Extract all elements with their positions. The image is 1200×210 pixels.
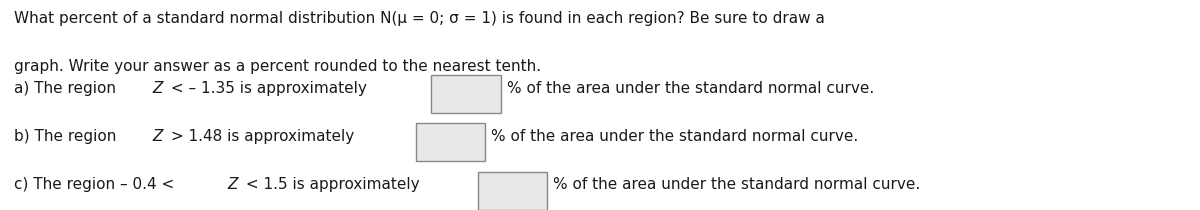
FancyBboxPatch shape [415, 123, 485, 161]
FancyBboxPatch shape [478, 172, 547, 210]
Text: a) The region: a) The region [14, 81, 121, 96]
Text: % of the area under the standard normal curve.: % of the area under the standard normal … [553, 177, 920, 192]
Text: What percent of a standard normal distribution N(μ = 0; σ = 1) is found in each : What percent of a standard normal distri… [14, 10, 826, 25]
Text: Z: Z [152, 129, 163, 144]
Text: b) The region: b) The region [14, 129, 121, 144]
Text: % of the area under the standard normal curve.: % of the area under the standard normal … [491, 129, 858, 144]
Text: Z: Z [152, 81, 163, 96]
Text: < – 1.35 is approximately: < – 1.35 is approximately [166, 81, 372, 96]
Text: c) The region – 0.4 <: c) The region – 0.4 < [14, 177, 180, 192]
Text: Z: Z [228, 177, 238, 192]
FancyBboxPatch shape [431, 75, 500, 113]
Text: < 1.5 is approximately: < 1.5 is approximately [241, 177, 425, 192]
Text: % of the area under the standard normal curve.: % of the area under the standard normal … [506, 81, 874, 96]
Text: > 1.48 is approximately: > 1.48 is approximately [167, 129, 360, 144]
Text: graph. Write your answer as a percent rounded to the nearest tenth.: graph. Write your answer as a percent ro… [14, 59, 541, 74]
